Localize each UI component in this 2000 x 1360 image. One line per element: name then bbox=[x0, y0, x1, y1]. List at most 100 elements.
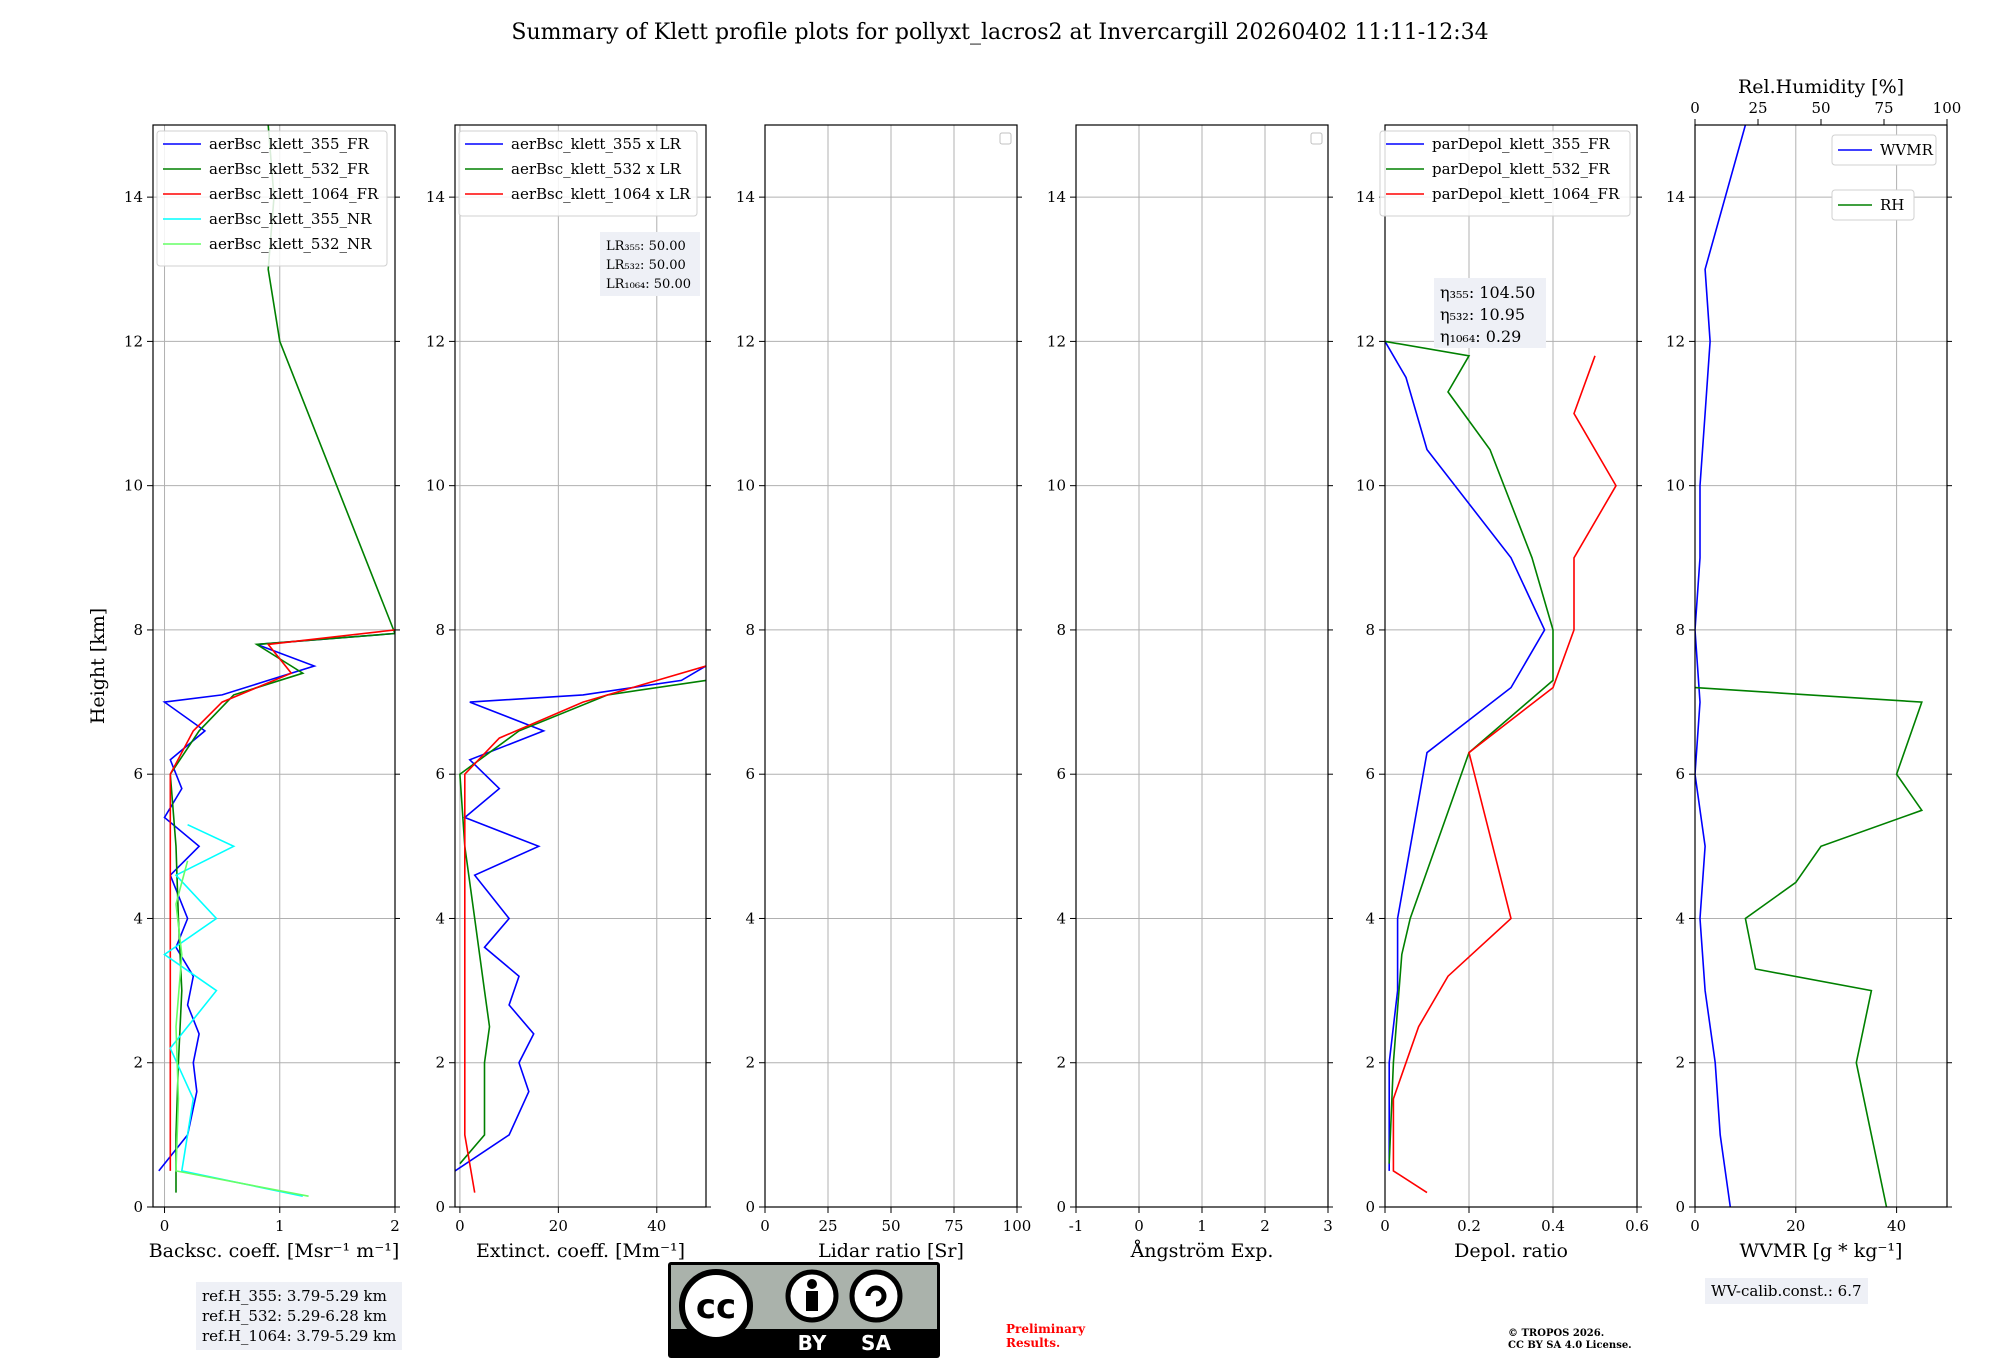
y-tick-label: 10 bbox=[426, 477, 445, 495]
lidar-ratio-annotation-box bbox=[600, 232, 700, 296]
eta-annotation: η₅₃₂: 10.95 bbox=[1440, 305, 1525, 324]
y-tick-label: 4 bbox=[1675, 909, 1685, 927]
y-tick-label: 14 bbox=[1666, 188, 1685, 206]
y-tick-label: 2 bbox=[1365, 1054, 1375, 1072]
legend-label: aerBsc_klett_1064_FR bbox=[209, 185, 379, 203]
plot-area-ext bbox=[455, 665, 706, 1193]
x-axis-label: Lidar ratio [Sr] bbox=[818, 1240, 964, 1262]
x-tick-label: 0 bbox=[760, 1217, 770, 1235]
legend-label: RH bbox=[1880, 196, 1904, 214]
plot-area-depol bbox=[1385, 340, 1617, 1194]
reference-height-box: ref.H_355: 3.79-5.29 km ref.H_532: 5.29-… bbox=[196, 1282, 403, 1350]
x-tick-label: 0 bbox=[455, 1217, 465, 1235]
legend-label: aerBsc_klett_532_FR bbox=[209, 160, 369, 178]
lidar-ratio-annotation: LR₁₀₆₄: 50.00 bbox=[606, 277, 691, 292]
axes-frame bbox=[454, 124, 707, 1208]
y-tick-label: 0 bbox=[133, 1198, 143, 1216]
y-axis-label: Height [km] bbox=[87, 608, 109, 724]
y-tick-label: 10 bbox=[124, 477, 143, 495]
x-tick-label: 0 bbox=[1134, 1217, 1144, 1235]
x-axis-label: Backsc. coeff. [Msr⁻¹ m⁻¹] bbox=[149, 1240, 400, 1262]
y-tick-label: 12 bbox=[426, 332, 445, 350]
y-tick-label: 8 bbox=[745, 621, 755, 639]
y-tick-label: 10 bbox=[736, 477, 755, 495]
y-tick-label: 14 bbox=[1047, 188, 1066, 206]
legend-label: parDepol_klett_1064_FR bbox=[1432, 185, 1620, 203]
legend-label: aerBsc_klett_355 x LR bbox=[511, 135, 682, 153]
x2-tick-label: 75 bbox=[1874, 99, 1893, 117]
x-tick-label: 0 bbox=[1380, 1217, 1390, 1235]
legend-box bbox=[1379, 130, 1631, 217]
series-line-RH bbox=[1695, 686, 1924, 1207]
legend-label: aerBsc_klett_355_NR bbox=[209, 210, 372, 228]
series-line-aerBsc_klett_532 x LR bbox=[459, 679, 706, 1165]
sa-label: SA bbox=[861, 1331, 891, 1355]
series-line-parDepol_klett_355_FR bbox=[1385, 340, 1546, 1171]
y-tick-label: 12 bbox=[124, 332, 143, 350]
x-tick-label: 3 bbox=[1323, 1217, 1333, 1235]
x-tick-label: 20 bbox=[1786, 1217, 1805, 1235]
y-tick-label: 12 bbox=[1047, 332, 1066, 350]
preliminary-line-1: Preliminary bbox=[1006, 1322, 1086, 1336]
legend-box bbox=[1831, 189, 1915, 221]
empty-legend-box bbox=[1310, 132, 1323, 145]
empty-legend-box bbox=[999, 132, 1012, 145]
y-tick-label: 2 bbox=[435, 1054, 445, 1072]
y-tick-label: 4 bbox=[1056, 909, 1066, 927]
y-tick-label: 8 bbox=[133, 621, 143, 639]
x-tick-label: 75 bbox=[944, 1217, 963, 1235]
y-tick-label: 4 bbox=[745, 909, 755, 927]
figure-title: Summary of Klett profile plots for polly… bbox=[511, 20, 1489, 45]
y-tick-label: 12 bbox=[736, 332, 755, 350]
series-line-aerBsc_klett_1064 x LR bbox=[464, 665, 706, 1193]
x-tick-label: 2 bbox=[390, 1217, 400, 1235]
x2-tick-label: 50 bbox=[1811, 99, 1830, 117]
y-tick-label: 6 bbox=[1675, 765, 1685, 783]
legend-label: WVMR bbox=[1880, 141, 1934, 159]
axes-frame bbox=[1694, 124, 1948, 1208]
x-tick-label: 0.6 bbox=[1625, 1217, 1649, 1235]
panel-ext: 0 20 40 0 2 4 6 8 10 12 14 Extinct. coeff. [Mm⁻¹] ae… bbox=[426, 124, 711, 1262]
x-tick-label: 0 bbox=[160, 1217, 170, 1235]
x-axis-label: WVMR [g * kg⁻¹] bbox=[1740, 1240, 1903, 1262]
legend-label: aerBsc_klett_1064 x LR bbox=[511, 185, 691, 203]
y-tick-label: 0 bbox=[1675, 1198, 1685, 1216]
y-tick-label: 12 bbox=[1666, 332, 1685, 350]
x2-tick-label: 100 bbox=[1933, 99, 1962, 117]
y-tick-label: 8 bbox=[1365, 621, 1375, 639]
y-tick-label: 10 bbox=[1047, 477, 1066, 495]
legend-box bbox=[156, 130, 388, 267]
copyright-line-1: © TROPOS 2026. bbox=[1508, 1328, 1605, 1339]
plot-area-wv bbox=[1695, 125, 1924, 1207]
panel-depol: 0 0.2 0.4 0.6 0 2 4 6 8 10 12 14 Depol. ratio parDepo… bbox=[1356, 124, 1649, 1262]
copyright-note: © TROPOS 2026. CC BY SA 4.0 License. bbox=[1508, 1328, 1632, 1352]
y-tick-label: 6 bbox=[435, 765, 445, 783]
y-tick-label: 0 bbox=[1056, 1198, 1066, 1216]
x-tick-label: 0 bbox=[1690, 1217, 1700, 1235]
y-tick-label: 6 bbox=[745, 765, 755, 783]
y-tick-label: 8 bbox=[1675, 621, 1685, 639]
y-tick-label: 0 bbox=[745, 1198, 755, 1216]
x2-tick-label: 25 bbox=[1748, 99, 1767, 117]
ref-height-355: ref.H_355: 3.79-5.29 km bbox=[202, 1287, 387, 1305]
x-tick-label: 1 bbox=[275, 1217, 285, 1235]
cc-mark: cc bbox=[696, 1287, 736, 1327]
series-line-WVMR bbox=[1695, 125, 1747, 1207]
preliminary-line-2: Results. bbox=[1006, 1336, 1061, 1350]
series-line-aerBsc_klett_1064_FR bbox=[169, 629, 395, 1171]
legend-box bbox=[1831, 134, 1937, 166]
x-axis-label: Ångström Exp. bbox=[1130, 1240, 1274, 1262]
y-tick-label: 14 bbox=[736, 188, 755, 206]
x-axis-label: Extinct. coeff. [Mm⁻¹] bbox=[476, 1240, 685, 1262]
panel-lr: 0 25 50 75 100 0 2 4 6 8 10 12 14 Lidar ratio [Sr] bbox=[736, 124, 1031, 1262]
ref-height-1064: ref.H_1064: 3.79-5.29 km bbox=[202, 1327, 397, 1345]
y-tick-label: 8 bbox=[435, 621, 445, 639]
y-tick-label: 14 bbox=[426, 188, 445, 206]
copyright-line-2: CC BY SA 4.0 License. bbox=[1508, 1340, 1632, 1351]
wv-calibration-box: WV-calib.const.: 6.7 bbox=[1705, 1278, 1868, 1304]
x-tick-label: 0.4 bbox=[1541, 1217, 1565, 1235]
series-line-aerBsc_klett_532_FR bbox=[169, 125, 395, 1193]
y-tick-label: 12 bbox=[1356, 332, 1375, 350]
